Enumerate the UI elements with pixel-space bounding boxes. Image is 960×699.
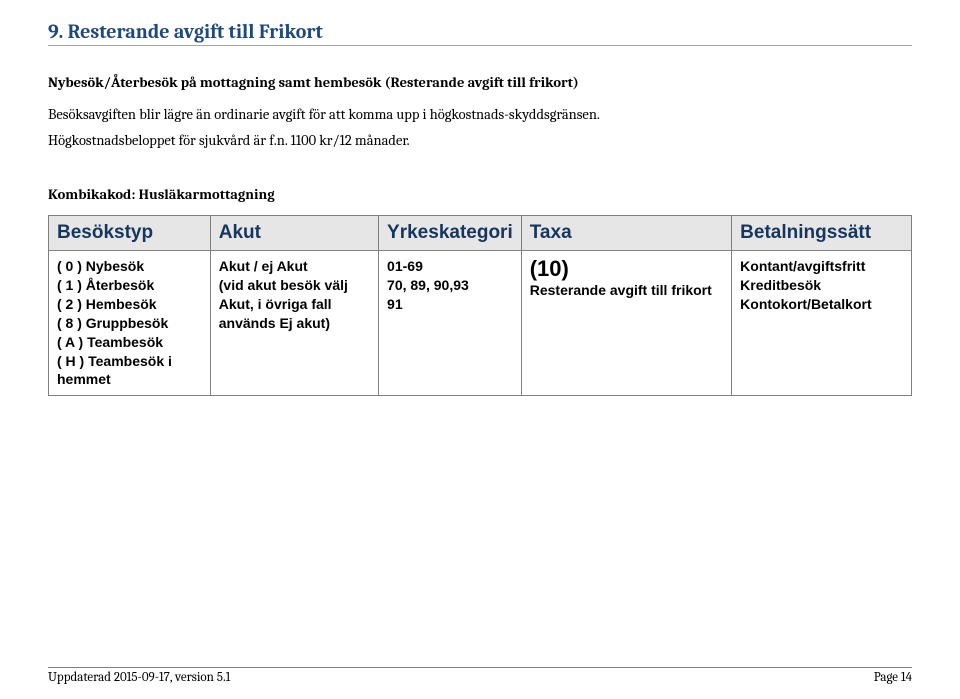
cell-yrkeskategori: 01-6970, 89, 90,9391 — [379, 251, 522, 396]
kombi-label: Kombikakod: Husläkarmottagning — [48, 186, 912, 203]
cell-line: 01-69 — [387, 257, 513, 276]
cell-akut: Akut / ej Akut(vid akut besök välj Akut,… — [210, 251, 378, 396]
cell-line: Kontant/avgiftsfritt — [740, 257, 903, 276]
page-footer: Uppdaterad 2015-09-17, version 5.1 Page … — [48, 667, 912, 685]
cell-line: 91 — [387, 295, 513, 314]
taxa-desc: Resterande avgift till frikort — [530, 281, 723, 300]
data-table: Besökstyp Akut Yrkeskategori Taxa Betaln… — [48, 215, 912, 396]
cell-line: ( A ) Teambesök — [57, 333, 202, 352]
subhead: Nybesök/Återbesök på mottagning samt hem… — [48, 74, 912, 91]
th-akut: Akut — [210, 216, 378, 251]
cell-line: Akut / ej Akut — [219, 257, 370, 276]
cell-line: Kreditbesök — [740, 276, 903, 295]
body-line-2: Högkostnadsbeloppet för sjukvård är f.n.… — [48, 131, 912, 151]
table-header-row: Besökstyp Akut Yrkeskategori Taxa Betaln… — [49, 216, 912, 251]
cell-line: Kontokort/Betalkort — [740, 295, 903, 314]
cell-line: ( 8 ) Gruppbesök — [57, 314, 202, 333]
th-betalningssatt: Betalningssätt — [732, 216, 912, 251]
table-row: ( 0 ) Nybesök( 1 ) Återbesök( 2 ) Hembes… — [49, 251, 912, 396]
cell-line: (vid akut besök välj Akut, i övriga fall… — [219, 276, 370, 333]
cell-line: 70, 89, 90,93 — [387, 276, 513, 295]
cell-betalning: Kontant/avgiftsfrittKreditbesökKontokort… — [732, 251, 912, 396]
th-yrkeskategori: Yrkeskategori — [379, 216, 522, 251]
cell-taxa: (10) Resterande avgift till frikort — [521, 251, 731, 396]
taxa-number: (10) — [530, 257, 723, 281]
th-besokstyp: Besökstyp — [49, 216, 211, 251]
cell-line: ( 0 ) Nybesök — [57, 257, 202, 276]
th-taxa: Taxa — [521, 216, 731, 251]
footer-left: Uppdaterad 2015-09-17, version 5.1 — [48, 670, 230, 685]
cell-line: ( 2 ) Hembesök — [57, 295, 202, 314]
cell-line: ( 1 ) Återbesök — [57, 276, 202, 295]
footer-right: Page 14 — [874, 670, 912, 685]
cell-besokstyp: ( 0 ) Nybesök( 1 ) Återbesök( 2 ) Hembes… — [49, 251, 211, 396]
body-line-1: Besöksavgiften blir lägre än ordinarie a… — [48, 105, 912, 125]
section-title: 9. Resterande avgift till Frikort — [48, 20, 912, 46]
cell-line: ( H ) Teambesök i hemmet — [57, 352, 202, 390]
